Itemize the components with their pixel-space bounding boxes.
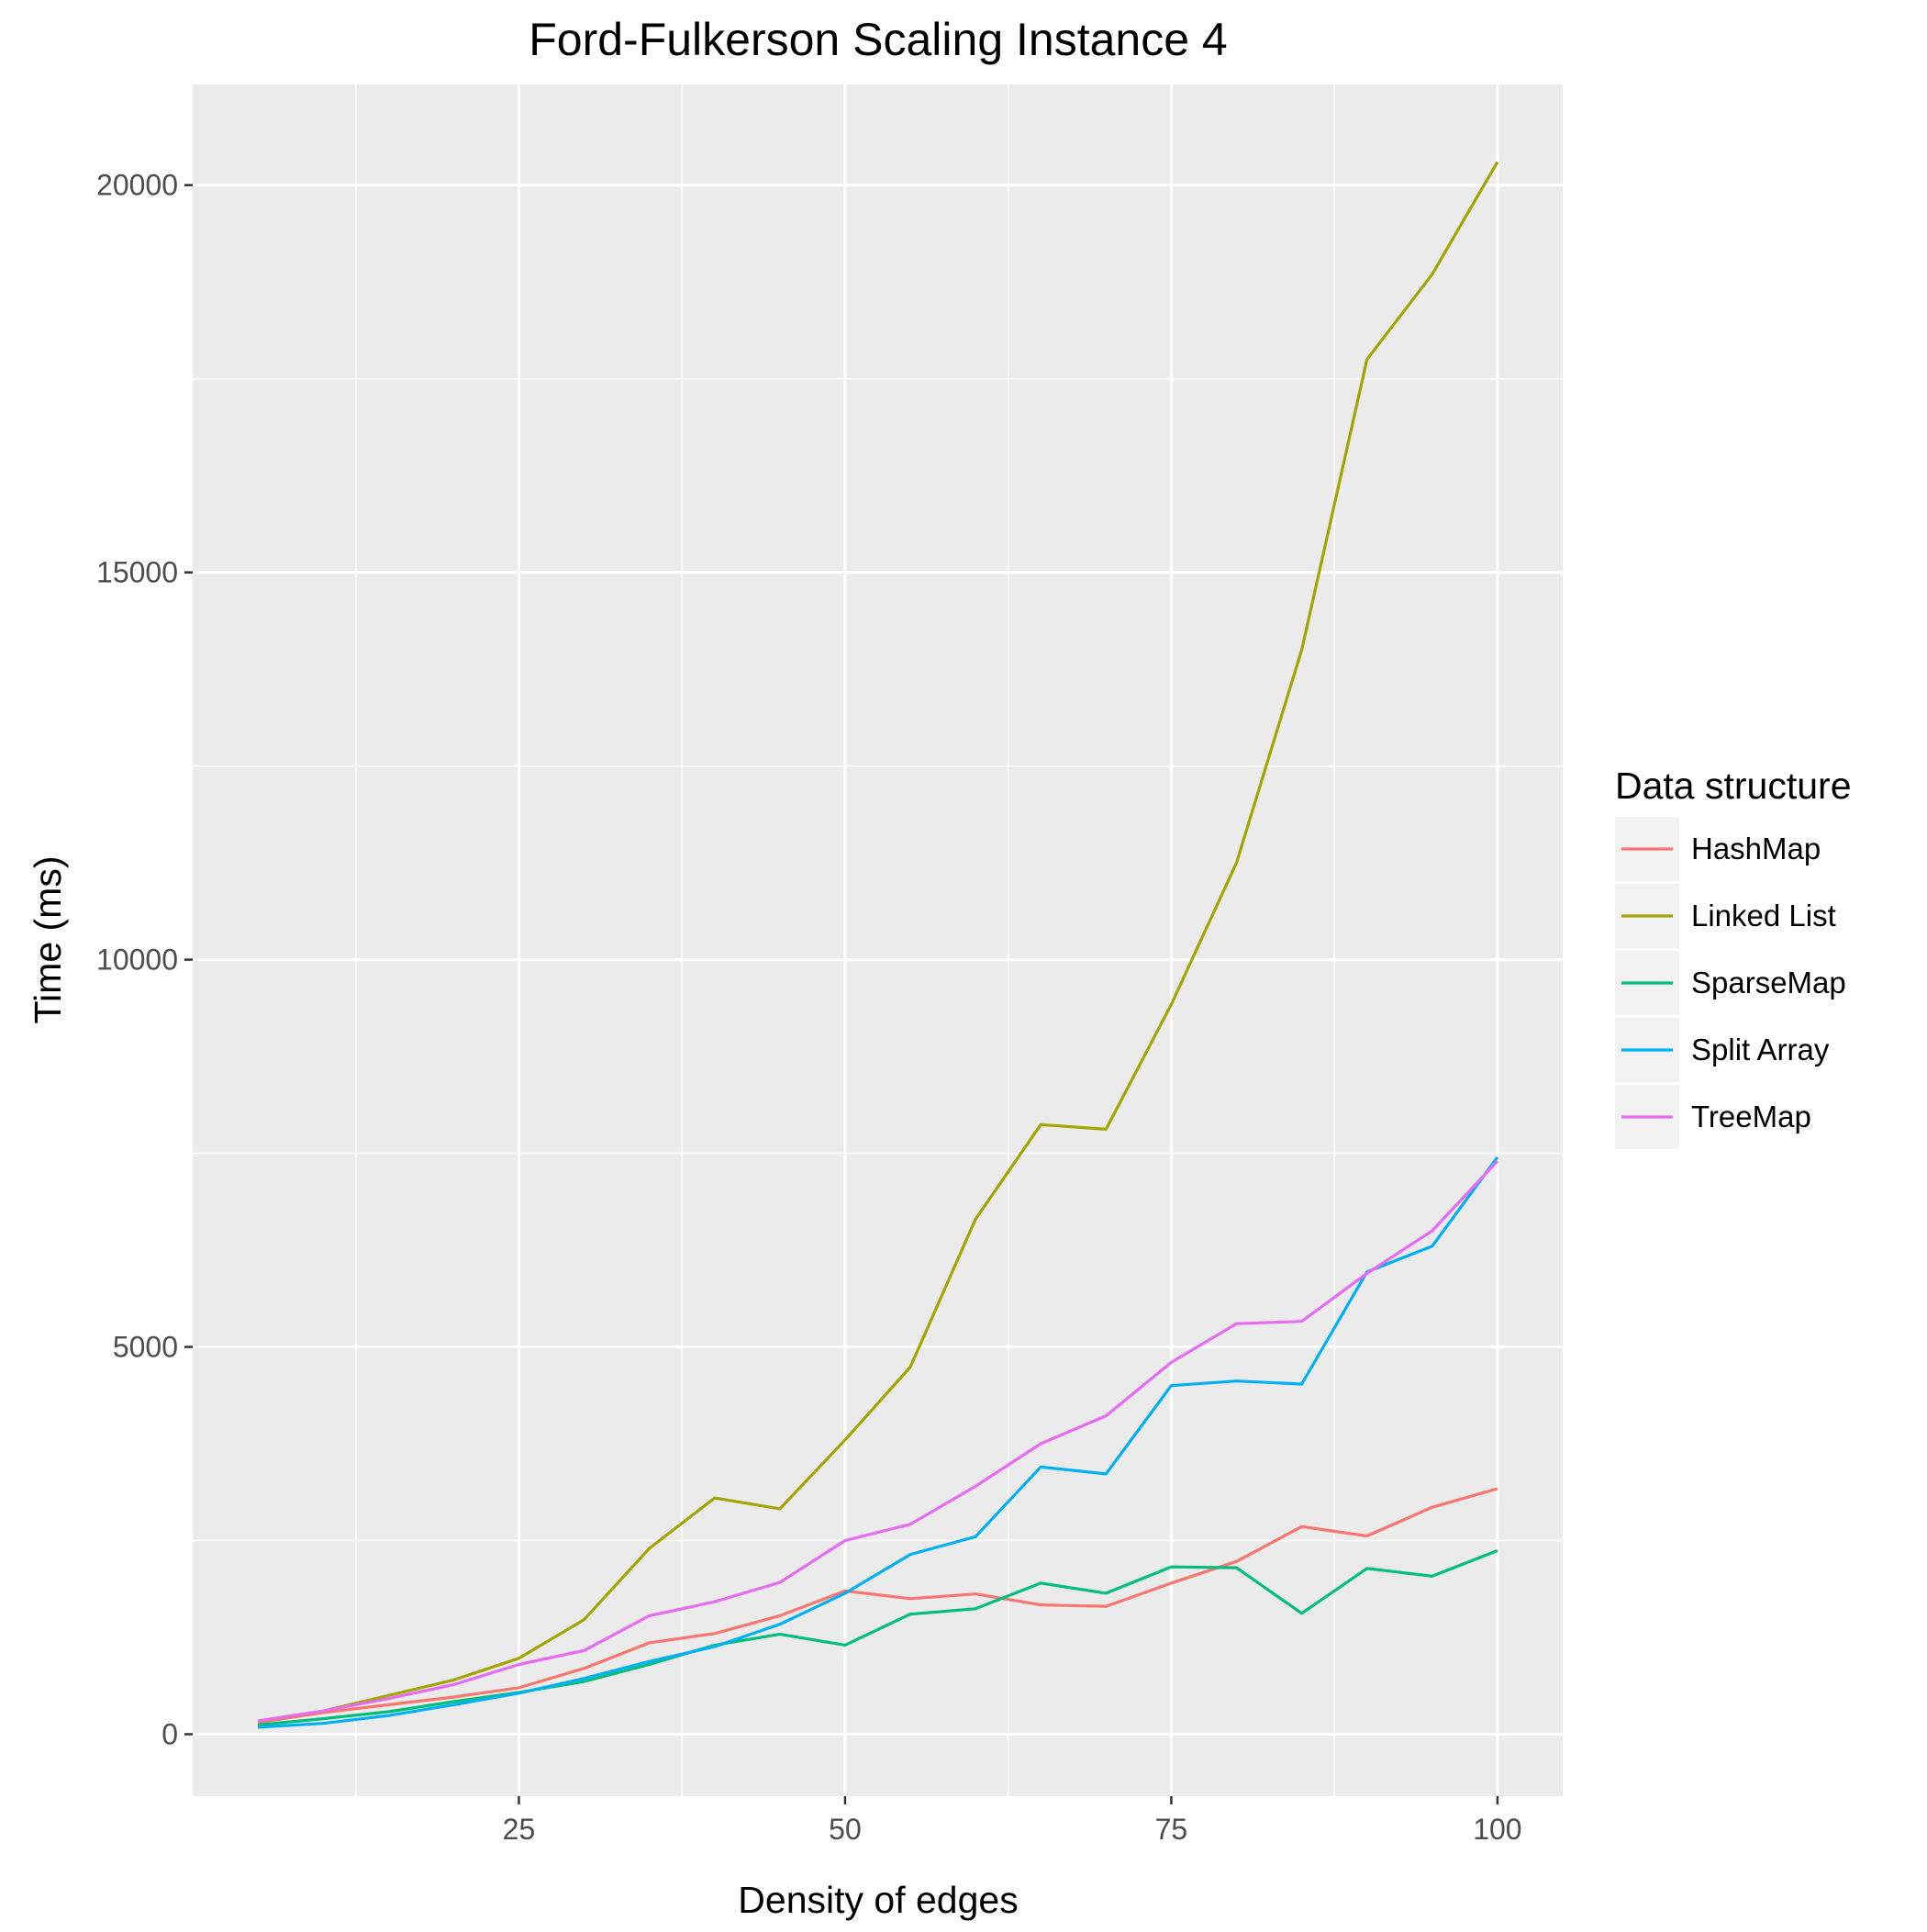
legend-label-hashmap: HashMap bbox=[1691, 832, 1821, 865]
series-lines bbox=[257, 161, 1499, 1729]
y-tick-label: 20000 bbox=[96, 169, 178, 202]
x-tick-label: 25 bbox=[503, 1813, 536, 1846]
axes: 25 50 75 100 0 5000 10000 15000 20000 bbox=[96, 169, 1522, 1846]
x-axis-label: Density of edges bbox=[738, 1879, 1018, 1921]
x-tick-label: 50 bbox=[829, 1813, 862, 1846]
plot-panel bbox=[193, 84, 1563, 1796]
series-line-split-array bbox=[258, 1156, 1499, 1729]
y-tick-label: 15000 bbox=[96, 556, 178, 589]
y-tick-label: 0 bbox=[162, 1717, 178, 1750]
y-axis-label: Time (ms) bbox=[27, 856, 69, 1024]
grid-lines bbox=[193, 84, 1563, 1796]
x-tick-label: 100 bbox=[1473, 1813, 1521, 1846]
legend-label-linked-list: Linked List bbox=[1691, 899, 1836, 932]
legend-label-treemap: TreeMap bbox=[1691, 1100, 1811, 1134]
series-line-treemap bbox=[257, 1159, 1499, 1723]
series-line-linked-list bbox=[257, 161, 1499, 1723]
series-line-sparsemap bbox=[257, 1549, 1498, 1726]
legend-title: Data structure bbox=[1615, 765, 1852, 807]
legend-label-split-array: Split Array bbox=[1691, 1033, 1830, 1067]
legend: Data structure HashMap Linked List SparseM… bbox=[1615, 765, 1852, 1149]
series-line-hashmap bbox=[257, 1487, 1498, 1725]
x-tick-label: 75 bbox=[1155, 1813, 1188, 1846]
chart-title: Ford-Fulkerson Scaling Instance 4 bbox=[529, 14, 1227, 65]
legend-label-sparsemap: SparseMap bbox=[1691, 966, 1846, 1000]
legend-items: HashMap Linked List SparseMap Split Array Tr… bbox=[1615, 817, 1846, 1149]
y-tick-label: 5000 bbox=[113, 1331, 178, 1364]
y-tick-label: 10000 bbox=[96, 944, 178, 977]
